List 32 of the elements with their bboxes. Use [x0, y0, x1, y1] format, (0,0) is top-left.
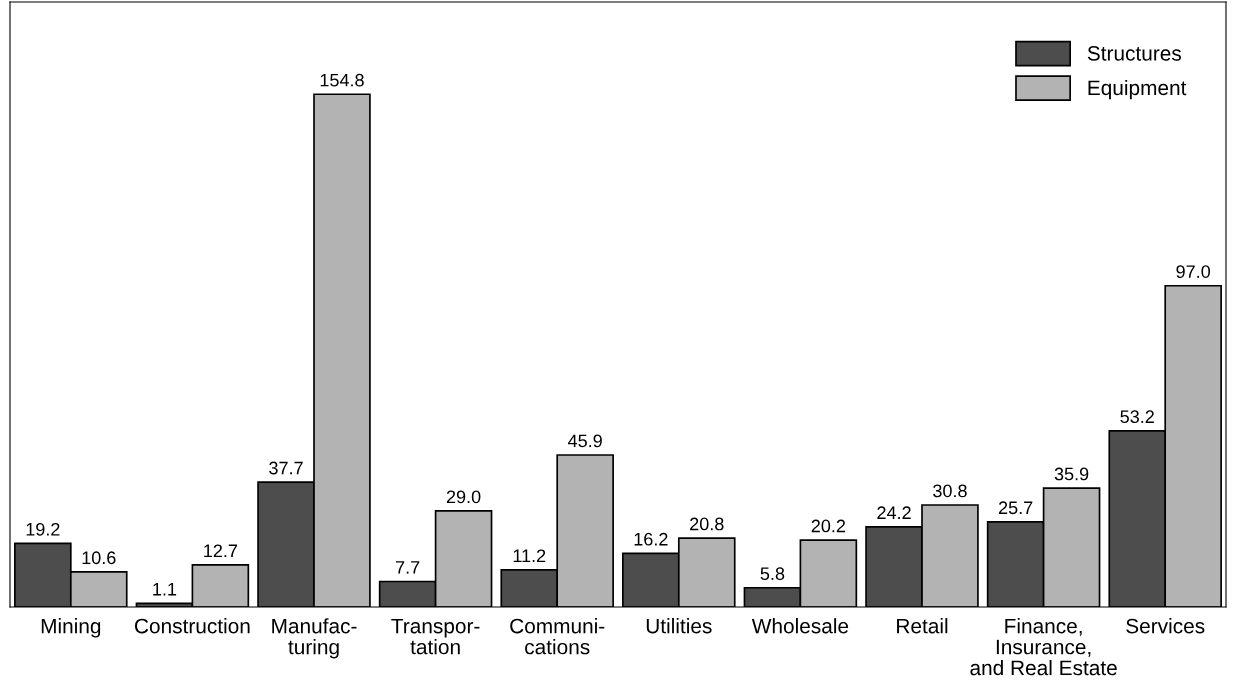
x-tick-label: Transpor- tation: [391, 618, 480, 655]
x-tick-label: Retail: [897, 618, 948, 634]
data-label: 1.1: [153, 583, 177, 596]
data-label: 25.7: [998, 501, 1033, 515]
x-tick-label: Manufac- turing: [272, 618, 357, 659]
data-label: 11.2: [513, 549, 546, 562]
data-label: 10.6: [82, 551, 116, 565]
data-label: 30.8: [933, 484, 967, 498]
x-tick-label: Construction: [134, 618, 250, 634]
data-label: 7.7: [396, 561, 420, 574]
data-label: 35.9: [1054, 467, 1089, 481]
data-label: 20.2: [811, 519, 846, 533]
data-label: 37.7: [269, 461, 303, 475]
data-label: 5.8: [760, 567, 785, 581]
data-label: 20.8: [690, 517, 724, 531]
data-label: 24.2: [877, 506, 911, 519]
x-tick-label: Communi- cations: [510, 618, 605, 655]
x-tick-label: Mining: [41, 618, 101, 638]
data-label: 19.2: [26, 522, 60, 536]
data-label: 29.0: [446, 490, 481, 504]
legend-label: Structures: [1087, 45, 1182, 61]
x-tick-label: Utilities: [646, 618, 712, 634]
x-tick-label: Services: [1126, 618, 1205, 634]
x-tick-label: Wholesale: [751, 618, 849, 634]
legend-label: Equipment: [1088, 79, 1187, 100]
x-tick-label: Finance, Insurance, and Real Estate: [970, 618, 1117, 676]
data-label: 97.0: [1176, 265, 1211, 278]
data-label: 16.2: [634, 532, 668, 546]
data-label: 45.9: [568, 434, 602, 448]
data-label: 53.2: [1120, 410, 1154, 424]
data-label: 12.7: [204, 544, 238, 558]
data-label: 154.8: [320, 73, 364, 87]
